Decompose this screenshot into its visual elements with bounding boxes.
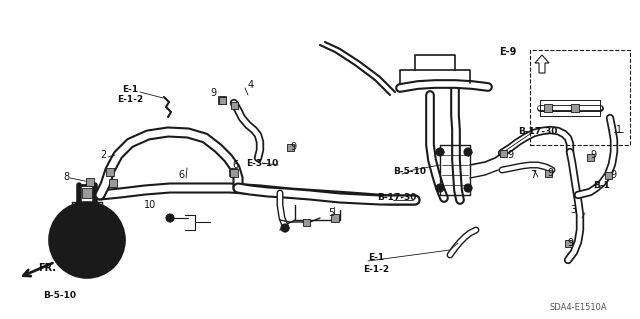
- Bar: [303, 219, 310, 226]
- Bar: [106, 168, 114, 176]
- Bar: [500, 150, 507, 157]
- Circle shape: [464, 148, 472, 156]
- Bar: [565, 240, 572, 247]
- Bar: [219, 97, 226, 104]
- Bar: [231, 102, 238, 109]
- Bar: [331, 214, 339, 222]
- Circle shape: [464, 184, 472, 192]
- Text: E-1: E-1: [368, 254, 384, 263]
- Text: B-5-10: B-5-10: [43, 291, 76, 300]
- Text: E-3-10: E-3-10: [246, 159, 278, 167]
- Text: E-9: E-9: [499, 47, 516, 57]
- Text: B-17-30: B-17-30: [518, 128, 557, 137]
- Bar: [287, 144, 294, 151]
- Bar: [571, 104, 579, 112]
- Bar: [82, 188, 92, 198]
- Polygon shape: [535, 55, 549, 73]
- Text: SDA4-E1510A: SDA4-E1510A: [549, 303, 607, 313]
- Text: B-17-30: B-17-30: [377, 192, 417, 202]
- Text: E-1-2: E-1-2: [117, 95, 143, 105]
- Text: E-1: E-1: [122, 85, 138, 93]
- Text: 2: 2: [100, 150, 106, 160]
- Text: 9: 9: [210, 88, 216, 98]
- Circle shape: [77, 230, 97, 250]
- Bar: [605, 172, 612, 179]
- Text: 10: 10: [144, 200, 156, 210]
- Text: 9: 9: [590, 150, 596, 160]
- Circle shape: [436, 148, 444, 156]
- Text: E-1-2: E-1-2: [363, 264, 389, 273]
- Text: 9: 9: [610, 170, 616, 180]
- Text: 9: 9: [507, 150, 513, 160]
- Circle shape: [64, 217, 110, 263]
- Bar: [109, 179, 117, 187]
- Circle shape: [57, 210, 117, 270]
- Text: FR.: FR.: [38, 263, 56, 273]
- Text: 9: 9: [567, 238, 573, 248]
- Circle shape: [71, 224, 103, 256]
- Circle shape: [49, 202, 125, 278]
- Text: 1: 1: [616, 125, 622, 135]
- Text: 9: 9: [290, 142, 296, 152]
- Bar: [545, 170, 552, 177]
- Bar: [530, 50, 630, 145]
- Text: 5: 5: [328, 208, 334, 218]
- Text: B-5-10: B-5-10: [393, 167, 426, 176]
- Bar: [229, 168, 237, 176]
- Text: 3: 3: [570, 205, 576, 215]
- Bar: [230, 169, 238, 177]
- Text: 6: 6: [232, 160, 238, 170]
- Bar: [587, 154, 594, 161]
- Text: 4: 4: [248, 80, 254, 90]
- Bar: [544, 104, 552, 112]
- Text: B-1: B-1: [593, 181, 610, 189]
- Text: 6: 6: [178, 170, 184, 180]
- Text: 7: 7: [530, 170, 536, 180]
- Circle shape: [436, 184, 444, 192]
- Circle shape: [281, 224, 289, 232]
- Circle shape: [166, 214, 174, 222]
- Bar: [218, 96, 226, 104]
- Text: 9: 9: [547, 168, 553, 178]
- Bar: [86, 178, 94, 186]
- Text: 8: 8: [63, 172, 69, 182]
